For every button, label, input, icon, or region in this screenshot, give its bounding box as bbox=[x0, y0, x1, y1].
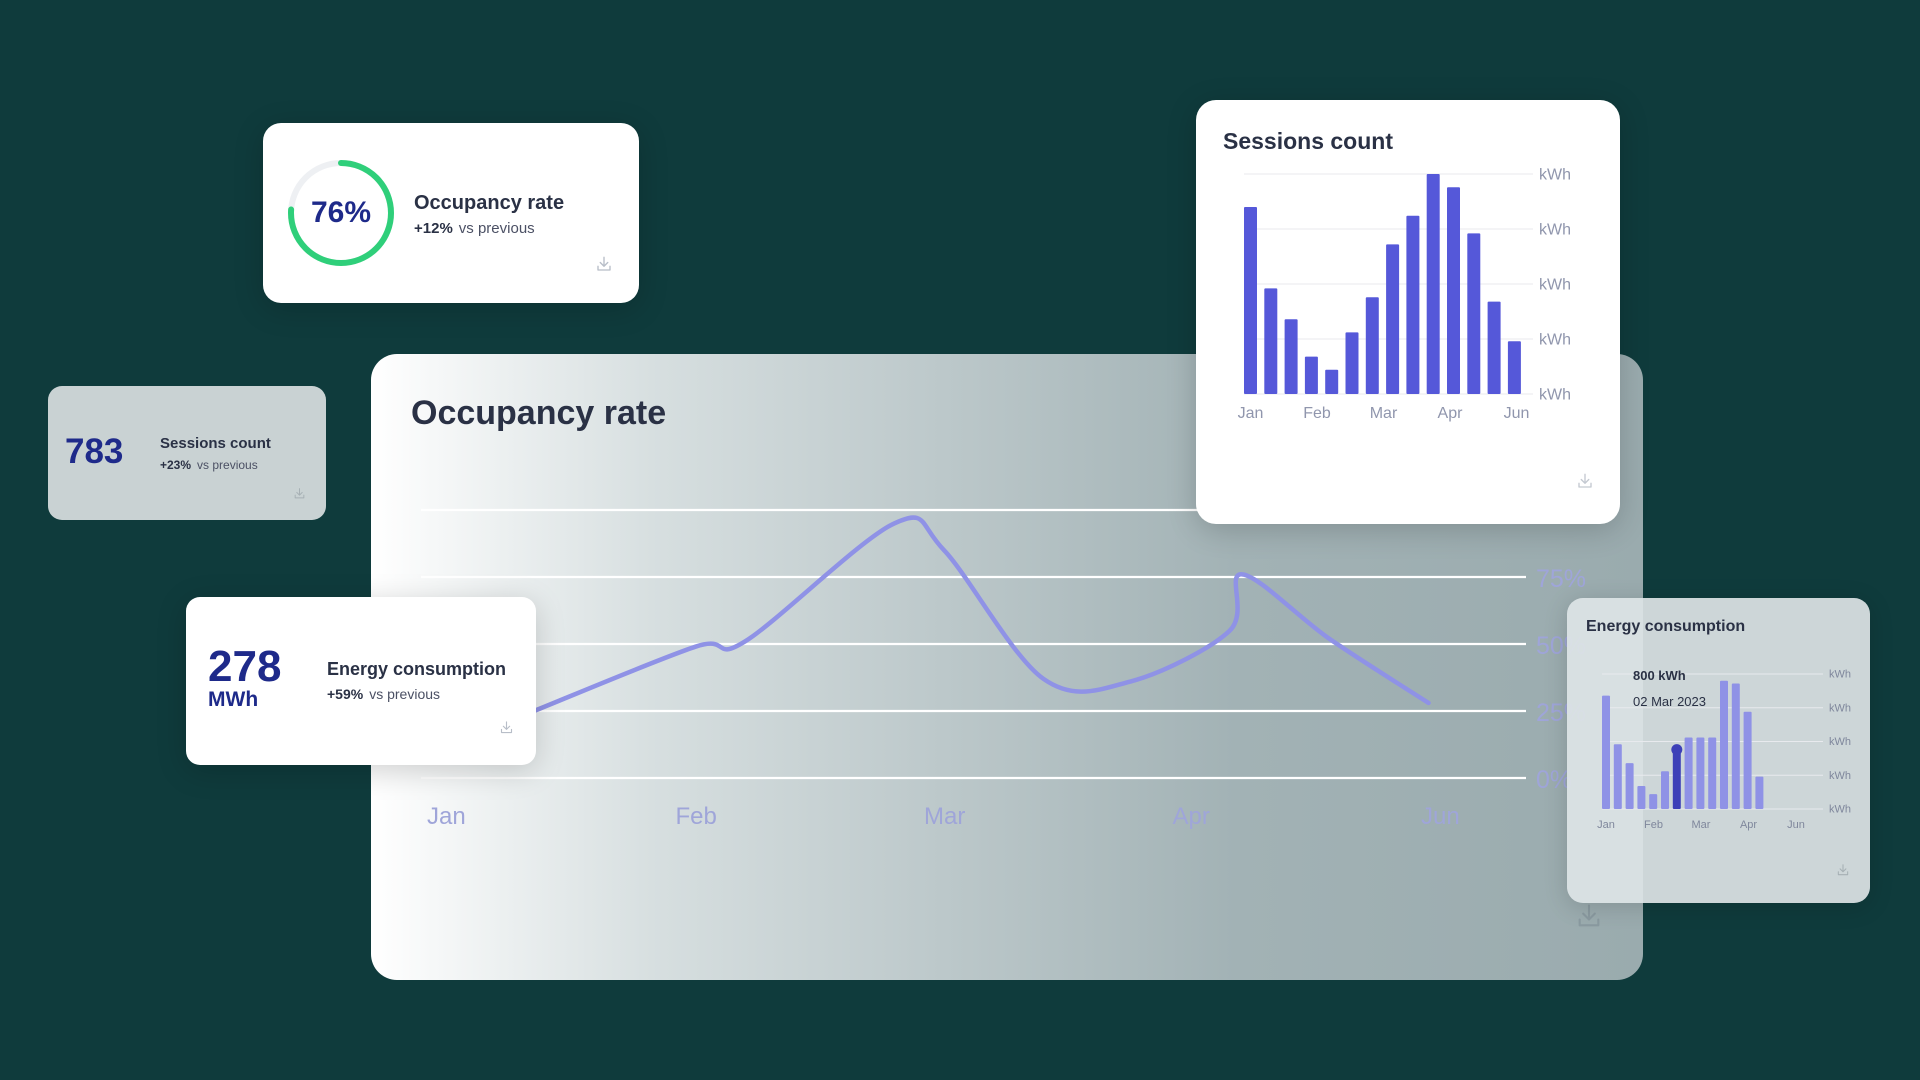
delta-value: +59% bbox=[327, 686, 364, 702]
x-tick-label: Mar bbox=[924, 803, 965, 830]
y-tick-label: kWh bbox=[1829, 736, 1851, 748]
x-tick-label: Jan bbox=[427, 803, 466, 830]
bar bbox=[1345, 332, 1359, 394]
bar bbox=[1304, 356, 1318, 394]
sessions-bar-chart: kWh kWh kWh kWh kWh Jan Feb Mar Apr Jun bbox=[1238, 166, 1571, 422]
download-icon[interactable] bbox=[499, 720, 514, 735]
bar bbox=[1365, 297, 1379, 394]
y-tick-label: 0% bbox=[1536, 766, 1572, 794]
occupancy-chart-title: Occupancy rate bbox=[411, 394, 667, 432]
delta-value: +12% bbox=[414, 220, 453, 237]
bar bbox=[1613, 744, 1622, 809]
y-tick-label: kWh bbox=[1829, 804, 1851, 816]
sessions-value: 783 bbox=[65, 432, 124, 471]
bar bbox=[1684, 737, 1693, 809]
bar bbox=[1755, 776, 1764, 809]
occupancy-rate-card: 76% Occupancy rate +12% vs previous bbox=[263, 123, 639, 303]
sessions-title: Sessions count bbox=[160, 435, 271, 452]
delta-note: vs previous bbox=[369, 686, 441, 702]
bar bbox=[1637, 786, 1646, 809]
x-tick-label: Feb bbox=[1644, 819, 1663, 831]
x-tick-label: Apr bbox=[1740, 819, 1757, 831]
energy-title: Energy consumption bbox=[327, 659, 507, 679]
highlight-marker bbox=[1671, 744, 1683, 756]
bar bbox=[1426, 174, 1440, 394]
x-tick-label: Mar bbox=[1692, 819, 1711, 831]
delta-value: +23% bbox=[160, 458, 192, 472]
download-icon[interactable] bbox=[1576, 472, 1594, 490]
chart-tooltip: 800 kWh 02 Mar 2023 bbox=[1633, 656, 1743, 720]
download-icon[interactable] bbox=[1575, 902, 1603, 930]
y-tick-label: kWh bbox=[1539, 166, 1571, 183]
bar bbox=[1507, 341, 1521, 394]
y-tick-label: 75% bbox=[1536, 565, 1586, 593]
x-tick-label: Apr bbox=[1173, 803, 1210, 830]
delta-note: vs previous bbox=[458, 220, 535, 237]
bar bbox=[1731, 683, 1740, 809]
download-icon[interactable] bbox=[293, 487, 306, 500]
download-icon[interactable] bbox=[595, 255, 613, 273]
sessions-chart-card: kWh kWh kWh kWh kWh Jan Feb Mar Apr Jun Sessions … bbox=[1196, 100, 1620, 524]
x-tick-label: Jan bbox=[1238, 405, 1264, 422]
occupancy-progress-ring bbox=[288, 160, 394, 266]
bar bbox=[1708, 737, 1717, 809]
y-tick-label: kWh bbox=[1829, 770, 1851, 782]
energy-delta: +59% vs previous bbox=[327, 686, 440, 702]
x-tick-label: Jun bbox=[1504, 405, 1530, 422]
bar bbox=[1284, 319, 1298, 394]
sessions-delta: +23% vs previous bbox=[160, 458, 258, 472]
y-tick-label: kWh bbox=[1829, 702, 1851, 714]
energy-bar-chart: kWh kWh kWh kWh kWh Jan Feb Mar Apr Jun bbox=[1597, 669, 1851, 831]
sessions-count-card: 783 Sessions count +23% vs previous bbox=[48, 386, 326, 520]
occupancy-value: 76% bbox=[310, 196, 372, 229]
occupancy-title: Occupancy rate bbox=[414, 192, 565, 214]
energy-unit: MWh bbox=[208, 688, 259, 711]
bar bbox=[1696, 737, 1705, 809]
bar bbox=[1487, 301, 1501, 394]
energy-consumption-card: 278 MWh Energy consumption +59% vs previo… bbox=[186, 597, 536, 765]
download-icon[interactable] bbox=[1836, 863, 1850, 877]
x-tick-label: Jun bbox=[1421, 803, 1460, 830]
bar bbox=[1244, 207, 1257, 394]
bar bbox=[1649, 794, 1658, 809]
y-tick-label: kWh bbox=[1539, 221, 1571, 238]
energy-chart-title: Energy consumption bbox=[1586, 618, 1746, 635]
tooltip-value: 800 kWh bbox=[1633, 668, 1686, 683]
tooltip-date: 02 Mar 2023 bbox=[1633, 694, 1706, 709]
x-tick-label: Jun bbox=[1787, 819, 1805, 831]
bar bbox=[1661, 771, 1669, 809]
y-tick-label: kWh bbox=[1539, 331, 1571, 348]
bar bbox=[1264, 288, 1278, 394]
x-tick-label: Jan bbox=[1597, 819, 1615, 831]
bar bbox=[1602, 695, 1610, 809]
y-tick-label: kWh bbox=[1539, 386, 1571, 403]
x-tick-label: Feb bbox=[676, 803, 717, 830]
bar bbox=[1406, 215, 1420, 394]
y-tick-label: kWh bbox=[1539, 276, 1571, 293]
sessions-chart-title: Sessions count bbox=[1223, 128, 1393, 154]
bar bbox=[1720, 680, 1728, 809]
occupancy-series-line bbox=[531, 515, 1431, 714]
x-tick-label: Feb bbox=[1303, 405, 1331, 422]
bar bbox=[1672, 749, 1681, 809]
energy-value: 278 bbox=[208, 642, 282, 691]
bar bbox=[1386, 244, 1400, 394]
delta-note: vs previous bbox=[197, 458, 258, 472]
x-tick-label: Apr bbox=[1438, 405, 1464, 422]
occupancy-delta: +12% vs previous bbox=[414, 220, 535, 237]
energy-chart-card: kWh kWh kWh kWh kWh Jan Feb Mar Apr Jun Energy co… bbox=[1567, 598, 1870, 903]
bar bbox=[1325, 369, 1339, 394]
bar bbox=[1625, 763, 1634, 809]
bar bbox=[1467, 233, 1481, 394]
y-tick-label: kWh bbox=[1829, 669, 1851, 681]
bar bbox=[1447, 187, 1460, 394]
bar bbox=[1743, 711, 1752, 809]
x-tick-label: Mar bbox=[1370, 405, 1398, 422]
